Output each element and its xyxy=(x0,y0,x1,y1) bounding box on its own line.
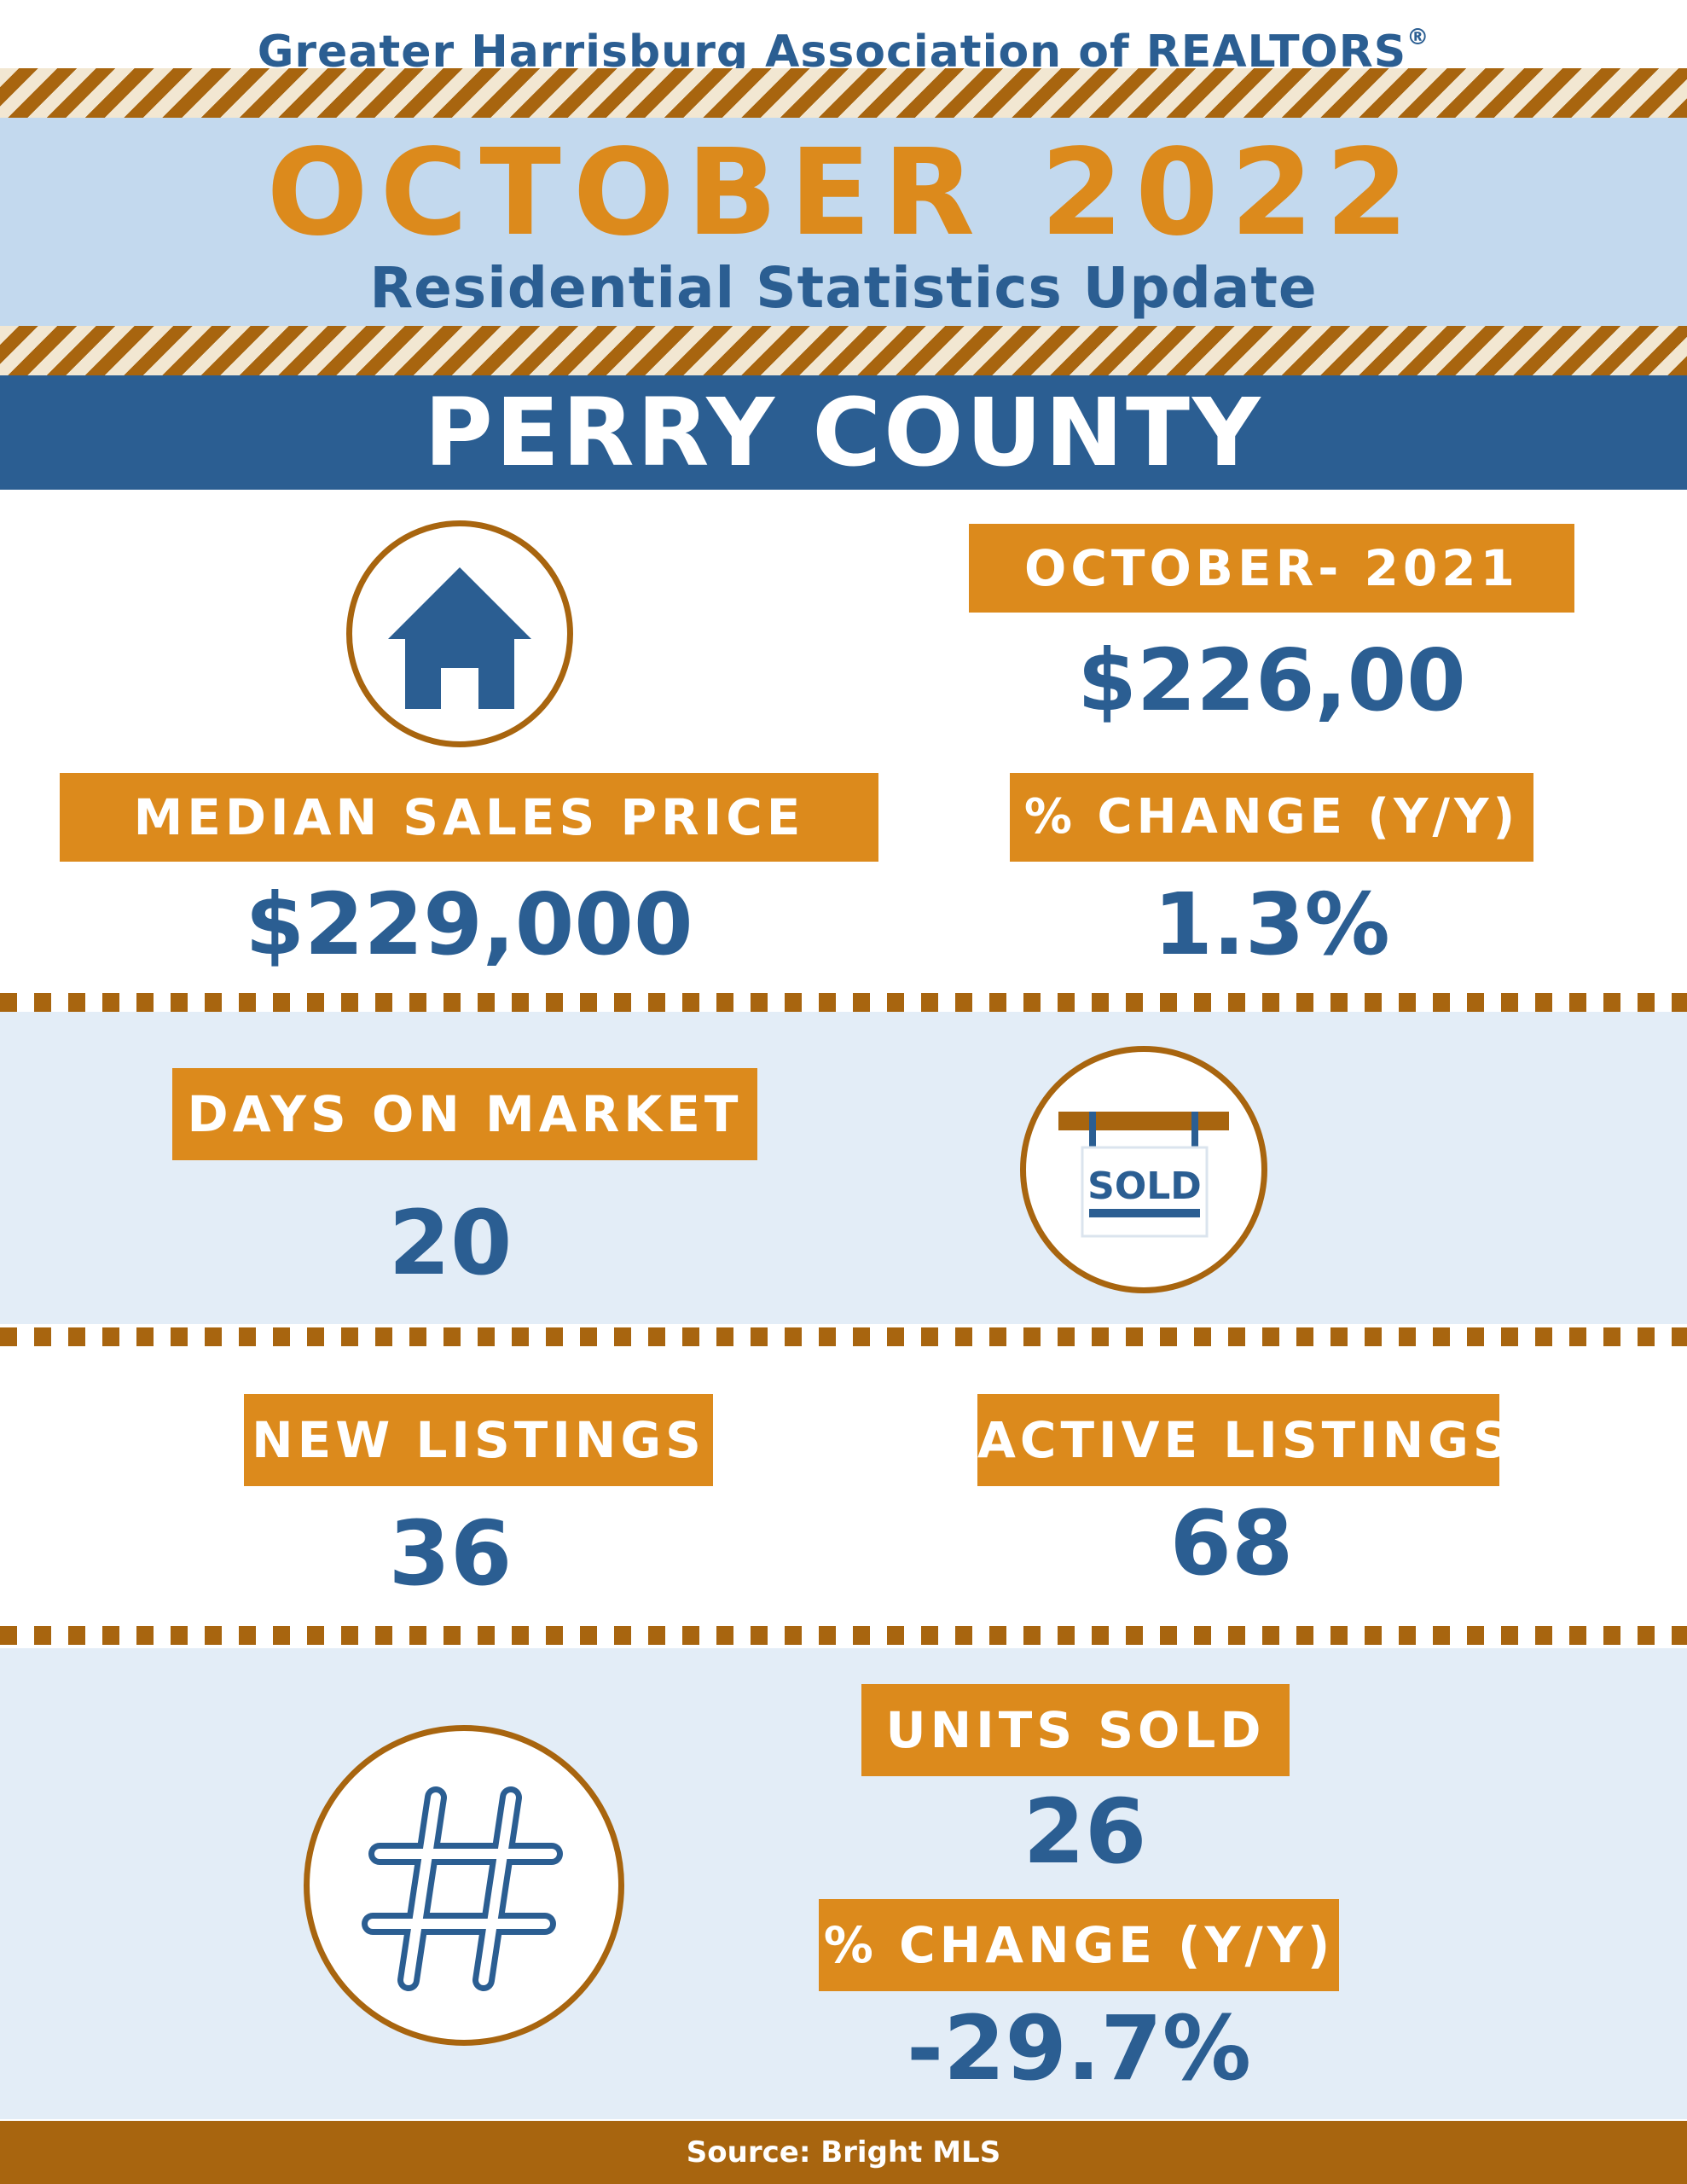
units-sold-band xyxy=(0,1648,1687,2119)
sold-sign-icon: SOLD xyxy=(1058,1112,1229,1238)
days-on-market-value: 20 xyxy=(388,1191,513,1295)
report-subtitle: Residential Statistics Update xyxy=(369,255,1318,321)
house-icon xyxy=(388,567,531,709)
days-on-market-band xyxy=(0,1012,1687,1324)
price-change-value: 1.3% xyxy=(1153,874,1390,974)
units-sold-value: 26 xyxy=(1023,1780,1147,1884)
stripe-divider-top xyxy=(0,68,1687,118)
county-title: PERRY COUNTY xyxy=(0,375,1687,490)
hashtag-icon xyxy=(362,1786,563,1991)
sold-sign-text: SOLD xyxy=(1087,1165,1202,1208)
dotted-divider xyxy=(0,1626,1687,1645)
prior-year-value: $226,00 xyxy=(1077,630,1466,730)
stripe-divider-bottom xyxy=(0,326,1687,375)
dotted-divider xyxy=(0,993,1687,1012)
median-sales-price-value: $229,000 xyxy=(245,874,693,974)
sold-sign-icon-circle: SOLD xyxy=(1020,1046,1267,1293)
days-on-market-label: DAYS ON MARKET xyxy=(172,1068,757,1160)
source-footer: Source: Bright MLS xyxy=(0,2121,1687,2184)
house-icon-circle xyxy=(346,520,573,747)
dotted-divider xyxy=(0,1327,1687,1346)
units-change-value: -29.7% xyxy=(907,1996,1251,2100)
organization-title: Greater Harrisburg Association of REALTO… xyxy=(0,3,1687,78)
median-sales-price-label: MEDIAN SALES PRICE xyxy=(60,773,878,862)
month-year-title: OCTOBER 2022 xyxy=(266,124,1421,263)
active-listings-label: ACTIVE LISTINGS xyxy=(977,1394,1509,1486)
units-change-label: % CHANGE (Y/Y) xyxy=(819,1899,1339,1991)
new-listings-label: NEW LISTINGS xyxy=(244,1394,713,1486)
active-listings-value: 68 xyxy=(1169,1491,1294,1595)
new-listings-value: 36 xyxy=(388,1502,513,1606)
hashtag-icon-circle xyxy=(304,1725,624,2046)
units-sold-label: UNITS SOLD xyxy=(861,1684,1290,1776)
registered-mark: ® xyxy=(1406,25,1430,50)
price-change-label: % CHANGE (Y/Y) xyxy=(1010,773,1533,862)
header-band: OCTOBER 2022 Residential Statistics Upda… xyxy=(0,118,1687,326)
prior-year-label: OCTOBER- 2021 xyxy=(969,524,1574,613)
